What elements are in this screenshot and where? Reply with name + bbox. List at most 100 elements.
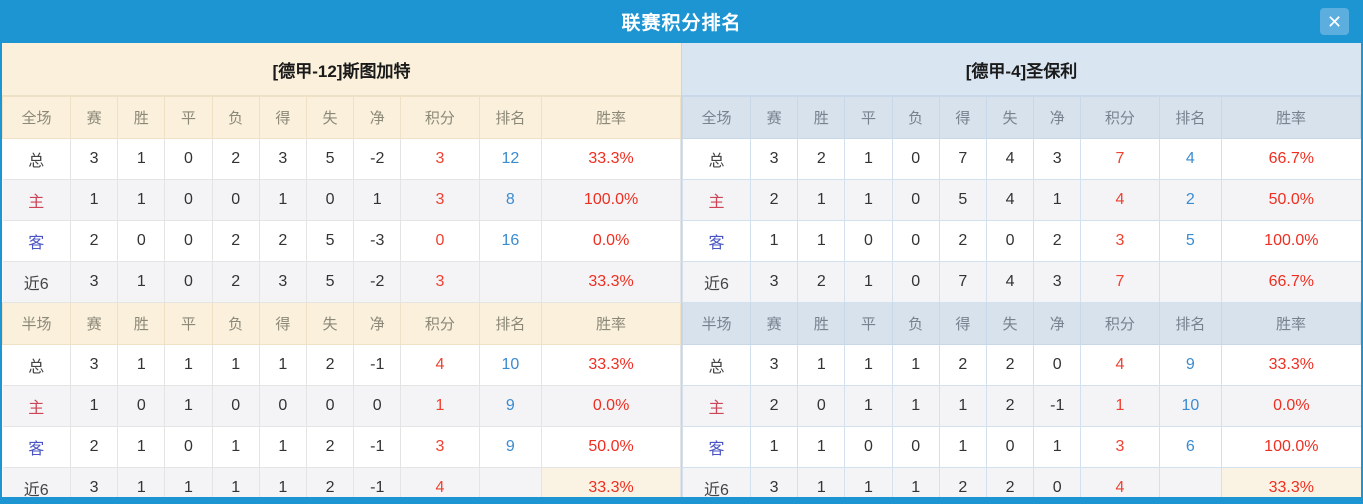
column-header-row: 全场赛胜平负得失净积分 排名 胜率 xyxy=(2,96,681,139)
stat-cell: 3 xyxy=(70,467,119,497)
rank-cell xyxy=(1158,261,1223,303)
stat-cell: 1 xyxy=(891,385,940,427)
column-header: 排名 xyxy=(478,302,543,345)
rank-cell: 9 xyxy=(478,426,543,468)
stat-cell: 0 xyxy=(1033,344,1082,386)
stat-cell: 2 xyxy=(305,426,355,468)
column-header: 胜率 xyxy=(1221,96,1361,139)
stat-cell: 1 xyxy=(844,344,893,386)
stat-cell: 2 xyxy=(797,138,846,180)
stat-cell: 1 xyxy=(844,179,893,221)
rank-cell xyxy=(478,467,543,497)
stat-cell: 0 xyxy=(844,426,893,468)
column-header: 胜率 xyxy=(1221,302,1361,345)
row-label: 客 xyxy=(2,220,72,262)
stat-cell: 1 xyxy=(938,385,987,427)
stat-cell: 1 xyxy=(117,426,166,468)
column-header: 半场 xyxy=(681,302,752,345)
stat-cell: 5 xyxy=(938,179,987,221)
dialog-title: 联赛积分排名 xyxy=(621,13,742,34)
win-rate-cell: 33.3% xyxy=(541,138,681,180)
stat-cell: 0 xyxy=(117,385,166,427)
column-header: 积分 xyxy=(400,302,480,345)
stat-cell: 2 xyxy=(305,467,355,497)
win-rate-cell: 50.0% xyxy=(1221,179,1361,221)
dialog-body: [德甲-12]斯图加特 全场赛胜平负得失净积分 排名 胜率总 3 1 0 2 3 5 -2 3 12 3… xyxy=(2,43,1361,497)
win-rate-cell: 66.7% xyxy=(1221,261,1361,303)
stat-cell: 2 xyxy=(938,220,987,262)
column-header: 负 xyxy=(211,96,260,139)
stat-cell: 3 xyxy=(258,138,307,180)
stat-cell: 2 xyxy=(797,261,846,303)
row-label: 总 xyxy=(681,344,752,386)
column-header: 负 xyxy=(891,96,940,139)
row-label: 近6 xyxy=(681,261,752,303)
title-bar: 联赛积分排名 ✕ xyxy=(2,0,1361,43)
stat-cell: 7 xyxy=(938,138,987,180)
column-header: 排名 xyxy=(1158,96,1223,139)
table-row: 客 2 0 0 2 2 5 -3 0 16 0.0% xyxy=(2,220,681,262)
column-header: 失 xyxy=(305,302,355,345)
stat-cell: 0 xyxy=(164,261,213,303)
rank-cell: 10 xyxy=(1158,385,1223,427)
column-header: 半场 xyxy=(2,302,72,345)
close-icon[interactable]: ✕ xyxy=(1320,8,1349,35)
stat-cell: 2 xyxy=(211,261,260,303)
column-header-row: 半场赛胜平负得失净积分 排名 胜率 xyxy=(681,302,1361,345)
stat-cell: 1 xyxy=(797,467,846,497)
stat-cell: -3 xyxy=(353,220,402,262)
points-cell: 7 xyxy=(1080,261,1160,303)
points-cell: 4 xyxy=(1080,344,1160,386)
stat-cell: 1 xyxy=(938,426,987,468)
column-header: 排名 xyxy=(1158,302,1223,345)
stat-cell: 1 xyxy=(797,220,846,262)
stat-cell: 0 xyxy=(353,385,402,427)
stat-cell: 2 xyxy=(938,467,987,497)
row-label: 近6 xyxy=(2,261,72,303)
table-row: 总 3 1 1 1 2 2 0 4 9 33.3% xyxy=(681,344,1361,386)
points-cell: 1 xyxy=(400,385,480,427)
table-row: 近6 3 2 1 0 7 4 3 7 66.7% xyxy=(681,261,1361,303)
column-header-row: 半场赛胜平负得失净积分 排名 胜率 xyxy=(2,302,681,345)
column-header-row: 全场赛胜平负得失净积分 排名 胜率 xyxy=(681,96,1361,139)
win-rate-cell: 33.3% xyxy=(541,467,681,497)
stat-cell: 3 xyxy=(1033,138,1082,180)
row-label: 主 xyxy=(681,385,752,427)
column-header: 净 xyxy=(1033,302,1082,345)
win-rate-cell: 100.0% xyxy=(1221,220,1361,262)
column-header: 平 xyxy=(844,302,893,345)
table-row: 近6 3 1 0 2 3 5 -2 3 33.3% xyxy=(2,261,681,303)
column-header: 积分 xyxy=(1080,96,1160,139)
stat-cell: 1 xyxy=(117,138,166,180)
column-header: 积分 xyxy=(1080,302,1160,345)
stat-cell: 4 xyxy=(985,179,1035,221)
stat-cell: 0 xyxy=(891,138,940,180)
table-row: 主 2 0 1 1 1 2 -1 1 10 0.0% xyxy=(681,385,1361,427)
rank-cell: 8 xyxy=(478,179,543,221)
table-row: 客 1 1 0 0 2 0 2 3 5 100.0% xyxy=(681,220,1361,262)
row-label: 总 xyxy=(681,138,752,180)
column-header: 排名 xyxy=(478,96,543,139)
stat-cell: 0 xyxy=(985,426,1035,468)
stat-cell: 3 xyxy=(750,138,799,180)
stat-cell: 1 xyxy=(258,467,307,497)
stat-cell: 2 xyxy=(305,344,355,386)
column-header: 胜率 xyxy=(541,96,681,139)
stat-cell: 2 xyxy=(985,344,1035,386)
column-header: 失 xyxy=(985,96,1035,139)
team-panel-right: [德甲-4]圣保利 全场赛胜平负得失净积分 排名 胜率总 3 2 1 0 7 4 3 7 4 66.7%… xyxy=(681,43,1361,497)
table-row: 主 2 1 1 0 5 4 1 4 2 50.0% xyxy=(681,179,1361,221)
stat-cell: 2 xyxy=(70,220,119,262)
column-header: 积分 xyxy=(400,96,480,139)
column-header: 净 xyxy=(353,302,402,345)
column-header: 得 xyxy=(938,302,987,345)
column-header: 失 xyxy=(305,96,355,139)
column-header: 负 xyxy=(211,302,260,345)
points-cell: 3 xyxy=(1080,220,1160,262)
row-label: 近6 xyxy=(681,467,752,497)
stat-cell: 0 xyxy=(891,426,940,468)
stat-cell: 1 xyxy=(750,426,799,468)
stat-cell: 3 xyxy=(70,261,119,303)
win-rate-cell: 0.0% xyxy=(541,220,681,262)
table-row: 客 2 1 0 1 1 2 -1 3 9 50.0% xyxy=(2,426,681,468)
